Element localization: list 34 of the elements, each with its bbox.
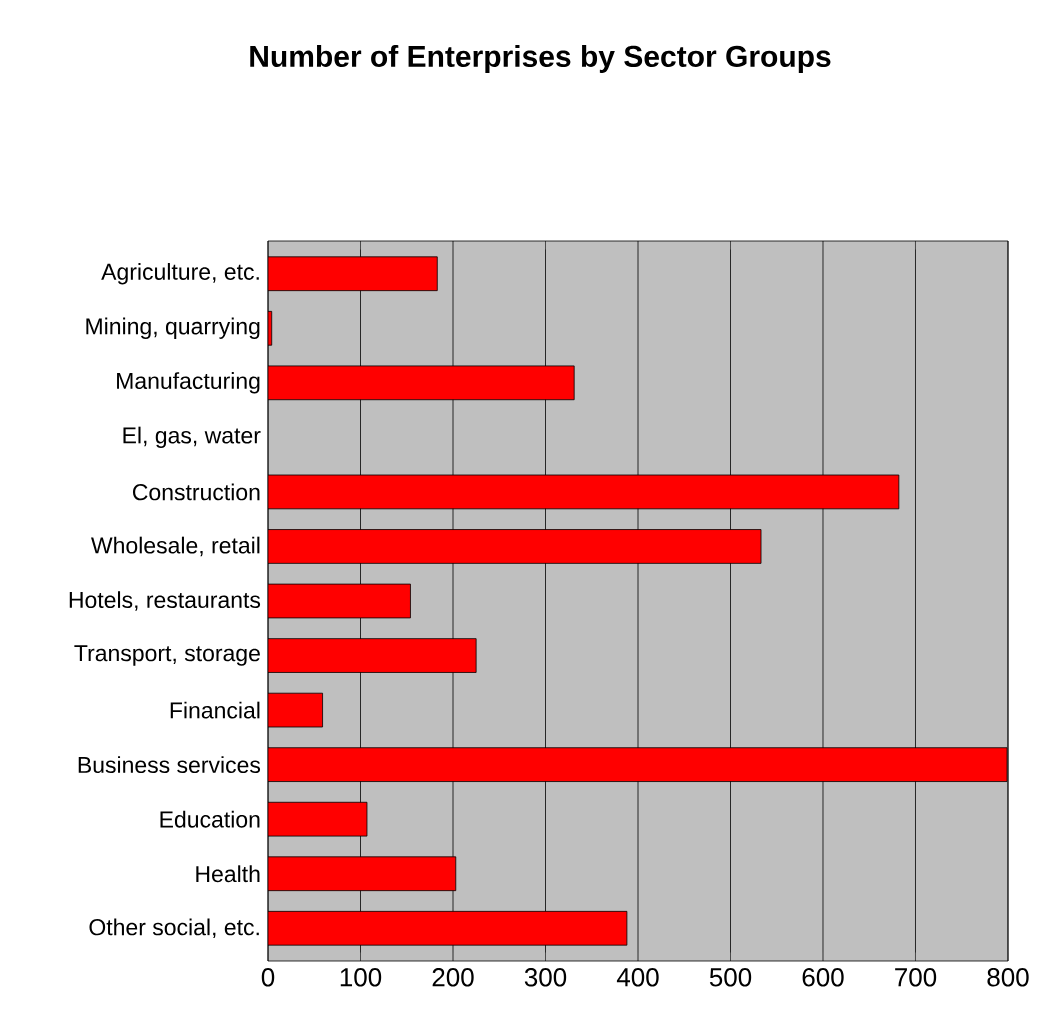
chart-title: Number of Enterprises by Sector Groups — [250, 45, 831, 73]
y-tick-label: Education — [160, 810, 260, 828]
y-tick-label: Wholesale, retail — [91, 536, 260, 557]
x-tick-label: 0 — [261, 968, 275, 987]
bar — [268, 856, 457, 892]
y-tick-label: Construction — [132, 483, 260, 501]
y-tick-label: Business services — [78, 756, 261, 774]
y-tick-label: Financial — [170, 701, 260, 719]
bar — [268, 692, 323, 728]
y-tick-label: Hotels, restaurants — [69, 591, 261, 611]
bar — [268, 529, 762, 564]
x-tick-label: 100 — [340, 968, 382, 987]
x-tick-label: 600 — [802, 968, 844, 987]
bar — [268, 474, 900, 510]
y-tick-label: El, gas, water — [123, 426, 261, 449]
x-tick-label: 500 — [709, 968, 752, 987]
bar — [268, 910, 628, 946]
x-tick-label: 300 — [524, 968, 567, 987]
bar — [268, 365, 575, 401]
y-tick-label: Mining, quarrying — [86, 317, 260, 339]
bar — [268, 801, 368, 837]
y-tick-label: Other social, etc. — [89, 918, 259, 939]
y-tick-label: Agriculture, etc. — [101, 263, 259, 285]
y-tick-label: Transport, storage — [74, 645, 260, 666]
x-tick-label: 800 — [987, 968, 1029, 987]
bar — [268, 256, 438, 292]
bar — [268, 747, 1008, 782]
y-tick-label: Health — [196, 865, 260, 883]
bar — [268, 638, 477, 673]
bar — [268, 583, 411, 619]
x-tick-label: 400 — [616, 968, 659, 987]
y-tick-label: Manufacturing — [117, 372, 260, 394]
x-tick-label: 200 — [432, 968, 474, 987]
x-tick-label: 700 — [895, 968, 937, 987]
